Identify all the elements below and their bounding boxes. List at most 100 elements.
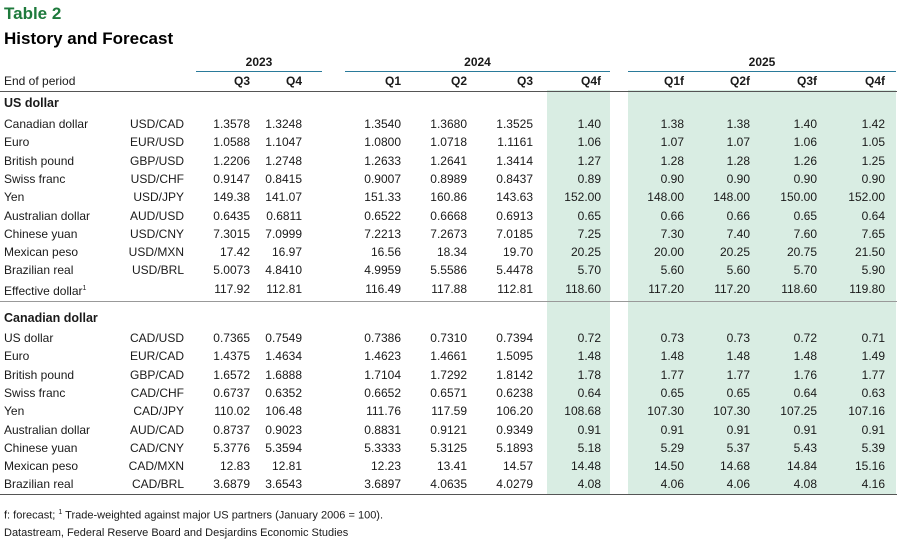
value-cell: 117.20 bbox=[648, 281, 684, 296]
row-label: Mexican peso bbox=[4, 245, 79, 260]
col-header: Q4f bbox=[580, 74, 601, 88]
value-cell: 117.59 bbox=[431, 404, 467, 419]
value-cell: 1.07 bbox=[726, 135, 750, 150]
value-cell: 1.26 bbox=[793, 153, 817, 168]
value-cell: 0.6522 bbox=[364, 208, 401, 223]
value-cell: 0.7394 bbox=[496, 331, 533, 345]
value-cell: 1.2748 bbox=[265, 153, 302, 168]
value-cell: 107.16 bbox=[848, 404, 885, 419]
value-cell: 0.9007 bbox=[364, 171, 401, 186]
value-cell: 1.06 bbox=[793, 135, 817, 150]
value-cell: 1.1047 bbox=[265, 135, 302, 150]
currency-pair: CAD/BRL bbox=[131, 477, 184, 492]
value-cell: 107.30 bbox=[713, 404, 750, 419]
row-label: Swiss franc bbox=[4, 385, 66, 400]
value-cell: 0.73 bbox=[660, 331, 684, 345]
currency-pair: GBP/USD bbox=[129, 153, 184, 168]
value-cell: 1.3414 bbox=[496, 153, 533, 168]
value-cell: 1.4661 bbox=[430, 349, 467, 364]
col-header: Q1f bbox=[663, 74, 684, 88]
value-cell: 4.0279 bbox=[496, 477, 533, 492]
table-title: History and Forecast bbox=[4, 29, 174, 48]
value-cell: 0.91 bbox=[726, 422, 750, 437]
value-cell: 1.5095 bbox=[496, 349, 533, 364]
value-cell: 1.3578 bbox=[213, 117, 250, 131]
value-cell: 21.50 bbox=[854, 245, 885, 260]
value-cell: 12.83 bbox=[219, 459, 250, 474]
value-cell: 149.38 bbox=[213, 190, 250, 205]
value-cell: 1.3248 bbox=[265, 117, 302, 131]
value-cell: 5.39 bbox=[861, 440, 885, 455]
table-label: Table 2 bbox=[4, 4, 62, 23]
col-header: Q4f bbox=[864, 74, 885, 88]
value-cell: 117.92 bbox=[214, 281, 250, 296]
value-cell: 0.9349 bbox=[496, 422, 533, 437]
value-cell: 0.6435 bbox=[213, 208, 250, 223]
value-cell: 0.64 bbox=[577, 385, 601, 400]
value-cell: 4.08 bbox=[793, 477, 817, 492]
value-cell: 1.8142 bbox=[496, 367, 533, 382]
value-cell: 0.90 bbox=[726, 171, 750, 186]
row-label: Yen bbox=[4, 190, 25, 205]
end-of-period-label: End of period bbox=[4, 74, 76, 88]
bottom-rule bbox=[0, 494, 897, 495]
col-header: Q3 bbox=[233, 74, 250, 88]
value-cell: 14.48 bbox=[570, 459, 601, 474]
value-cell: 7.25 bbox=[577, 226, 601, 241]
value-cell: 0.6811 bbox=[266, 208, 302, 223]
value-cell: 116.49 bbox=[365, 281, 401, 296]
value-cell: 151.33 bbox=[364, 190, 401, 205]
row-label: Chinese yuan bbox=[4, 226, 78, 241]
value-cell: 152.00 bbox=[848, 190, 885, 205]
value-cell: 0.7549 bbox=[265, 331, 302, 345]
row-label: Brazilian real bbox=[4, 263, 74, 278]
value-cell: 0.8831 bbox=[364, 422, 401, 437]
value-cell: 0.8437 bbox=[496, 171, 533, 186]
value-cell: 1.40 bbox=[793, 117, 817, 131]
col-header: Q3f bbox=[796, 74, 817, 88]
currency-pair: CAD/USD bbox=[129, 331, 184, 345]
currency-pair: CAD/CNY bbox=[129, 440, 184, 455]
value-cell: 1.77 bbox=[660, 367, 684, 382]
value-cell: 0.90 bbox=[793, 171, 817, 186]
value-cell: 5.4478 bbox=[496, 263, 533, 278]
value-cell: 1.48 bbox=[793, 349, 817, 364]
value-cell: 106.20 bbox=[496, 404, 533, 419]
value-cell: 1.38 bbox=[660, 117, 684, 131]
header-rule bbox=[0, 91, 897, 92]
value-cell: 1.77 bbox=[726, 367, 750, 382]
value-cell: 0.91 bbox=[660, 422, 684, 437]
value-cell: 0.90 bbox=[660, 171, 684, 186]
value-cell: 20.25 bbox=[570, 245, 601, 260]
year-2024: 2024 bbox=[464, 55, 491, 69]
table-row: Brazilian real CAD/BRL 3.6879 3.6543 3.6897 4… bbox=[0, 475, 897, 493]
value-cell: 4.16 bbox=[861, 477, 885, 492]
currency-pair: USD/CAD bbox=[129, 117, 184, 131]
value-cell: 20.00 bbox=[653, 245, 684, 260]
table-row: Mexican peso CAD/MXN 12.83 12.81 12.23 13.41 1… bbox=[0, 457, 897, 475]
row-label: Euro bbox=[4, 135, 30, 150]
table-row: British pound GBP/CAD 1.6572 1.6888 1.7104 1.… bbox=[0, 366, 897, 384]
value-cell: 0.8737 bbox=[213, 422, 250, 437]
value-cell: 0.7310 bbox=[430, 331, 467, 345]
table-row: US dollar CAD/USD 0.7365 0.7549 0.7386 0.7310… bbox=[0, 329, 897, 347]
value-cell: 0.65 bbox=[577, 208, 601, 223]
value-cell: 7.30 bbox=[660, 226, 684, 241]
value-cell: 1.40 bbox=[577, 117, 601, 131]
value-cell: 141.07 bbox=[265, 190, 302, 205]
value-cell: 5.60 bbox=[660, 263, 684, 278]
value-cell: 3.6897 bbox=[364, 477, 401, 492]
value-cell: 0.90 bbox=[861, 171, 885, 186]
value-cell: 0.6238 bbox=[496, 385, 533, 400]
table-row: British pound GBP/USD 1.2206 1.2748 1.2633 1.… bbox=[0, 152, 897, 170]
value-cell: 118.60 bbox=[565, 281, 601, 296]
currency-pair: USD/BRL bbox=[131, 263, 184, 278]
value-cell: 1.4375 bbox=[213, 349, 250, 364]
value-cell: 0.6571 bbox=[430, 385, 467, 400]
value-cell: 117.88 bbox=[431, 281, 467, 296]
value-cell: 110.02 bbox=[214, 404, 250, 419]
value-cell: 1.28 bbox=[726, 153, 750, 168]
value-cell: 7.40 bbox=[726, 226, 750, 241]
currency-pair: EUR/USD bbox=[129, 135, 184, 150]
value-cell: 5.1893 bbox=[496, 440, 533, 455]
